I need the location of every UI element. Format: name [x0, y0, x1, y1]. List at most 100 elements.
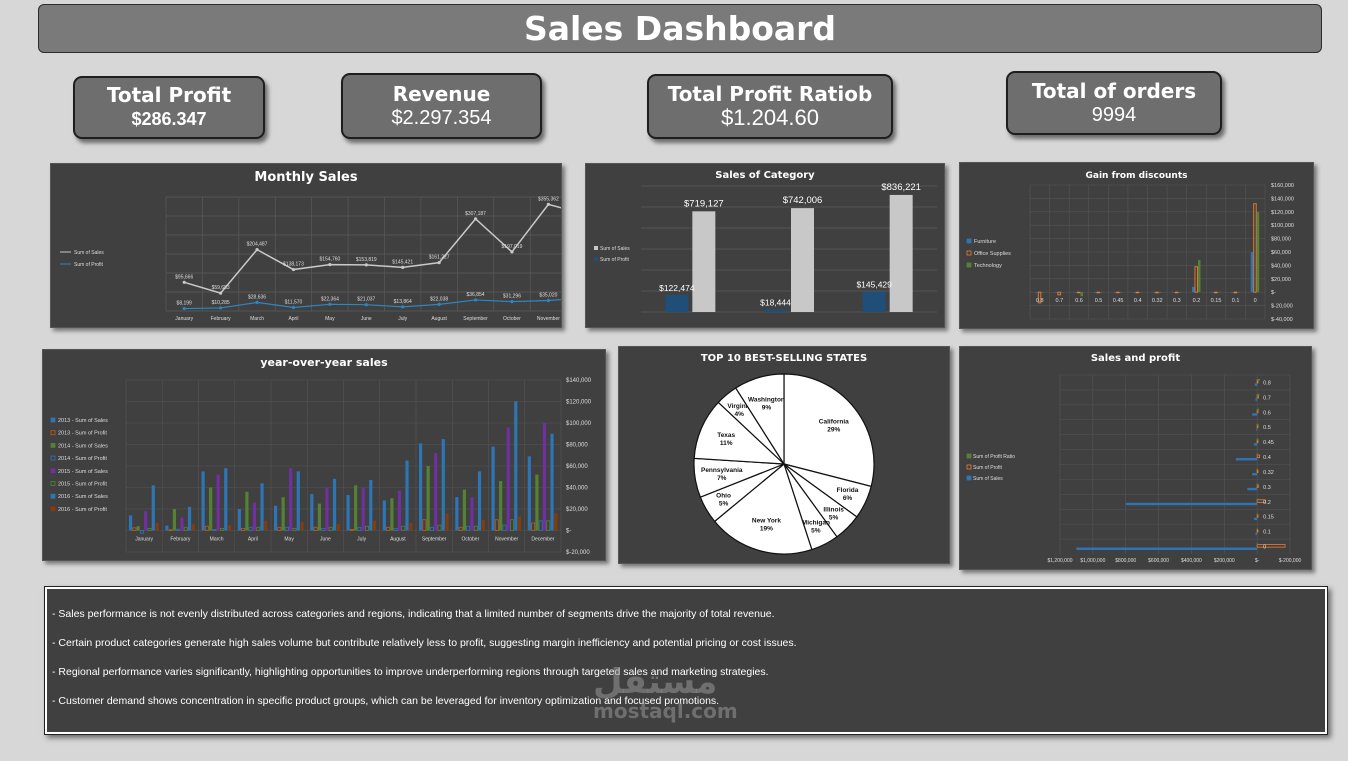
bar: [346, 495, 350, 531]
bar: [1235, 458, 1258, 461]
legend-label: Sum of Sales: [600, 246, 630, 252]
data-point: [546, 202, 550, 206]
bar: [332, 478, 337, 531]
data-label: $22,364: [321, 296, 339, 302]
bar: [1155, 291, 1159, 294]
bar: [187, 506, 192, 531]
y-tick-label: $100,000: [566, 421, 592, 427]
bar: [550, 433, 554, 531]
bar: [300, 521, 304, 531]
chart-title: Sales of Category: [715, 170, 815, 181]
data-label: $11,570: [285, 300, 303, 306]
bar: [172, 509, 176, 531]
bar: [1256, 394, 1259, 399]
y-tick-label: $40,000: [566, 486, 588, 492]
bar: [317, 503, 321, 531]
data-point: [291, 267, 296, 272]
bar: [1253, 443, 1258, 446]
bar: [665, 294, 689, 312]
bar: [1060, 292, 1064, 293]
pie-slice: [713, 462, 813, 555]
data-label: $21,037: [357, 297, 375, 303]
bar: [546, 520, 551, 531]
slice-value: 7%: [717, 475, 727, 482]
chart-title: year-over-year sales: [260, 356, 388, 369]
x-tick-label: June: [320, 537, 331, 543]
bar: [393, 527, 398, 531]
data-point: [473, 298, 478, 302]
data-point: [364, 303, 368, 307]
data-label: $13,864: [394, 299, 412, 305]
dashboard-title-bar: Sales Dashboard: [38, 4, 1322, 53]
y-tick-label: $20,000: [566, 507, 588, 513]
data-label: $35,020: [539, 292, 557, 298]
bar: [1191, 286, 1195, 293]
bar: [321, 527, 326, 531]
bar: [1174, 291, 1179, 294]
bar: [274, 505, 278, 531]
bar: [1057, 291, 1061, 296]
bar: [1252, 472, 1258, 476]
bar: [252, 502, 257, 531]
bar: [354, 485, 358, 531]
bar: [155, 522, 159, 531]
legend-swatch: [966, 464, 972, 470]
bar: [372, 520, 377, 531]
bar: [357, 526, 362, 531]
bar: [1214, 291, 1218, 294]
legend-swatch: [50, 417, 56, 423]
bar: [1256, 469, 1259, 473]
bar: [1256, 483, 1258, 486]
bar: [1037, 291, 1042, 304]
x-tick-label: 0.5: [1095, 298, 1103, 304]
legend-swatch: [594, 257, 598, 261]
bar: [1256, 439, 1259, 444]
bar: [147, 527, 152, 531]
slice-value: 19%: [760, 525, 773, 532]
x-tick-label: $800,000: [1115, 558, 1136, 564]
series-line: [184, 299, 561, 310]
bar: [429, 526, 434, 531]
data-label: $22,038: [430, 296, 448, 302]
x-tick-label: 0.45: [1113, 298, 1124, 304]
bar: [1256, 438, 1259, 441]
legend-swatch: [50, 493, 56, 499]
bar: [506, 427, 510, 531]
bar: [201, 471, 205, 531]
y-tick-label: $-40,000: [1271, 317, 1293, 323]
bar: [129, 515, 133, 531]
legend-swatch: [50, 468, 56, 474]
slice-value: 5%: [829, 515, 839, 522]
bar: [1076, 547, 1258, 550]
y-tick-label: $60,000: [566, 464, 588, 470]
bar: [1119, 292, 1123, 293]
bar: [473, 525, 478, 531]
data-label: $95,666: [175, 274, 193, 280]
data-label: $154,760: [319, 257, 340, 263]
bar: [426, 466, 430, 531]
bar: [292, 527, 297, 531]
bar: [256, 526, 261, 531]
x-tick-label: June: [361, 316, 372, 322]
legend-swatch: [966, 250, 972, 256]
legend-label: 2015 - Sum of Sales: [58, 469, 108, 475]
slice-value: 6%: [843, 495, 853, 502]
bar: [325, 487, 329, 531]
bar: [1254, 383, 1258, 386]
y-tick-label: $140,000: [566, 378, 592, 384]
x-tick-label: May: [325, 316, 335, 322]
bar: [1256, 514, 1259, 518]
y-tick-label: 0.7: [1263, 395, 1271, 401]
bar: [132, 527, 137, 531]
bar: [445, 513, 449, 531]
chart-title: Sales and profit: [1090, 353, 1181, 364]
page-title: Sales Dashboard: [523, 9, 837, 48]
data-label: $8,199: [177, 301, 193, 307]
data-label: $10,285: [212, 300, 230, 306]
x-tick-label: April: [288, 316, 298, 322]
bar: [764, 309, 787, 312]
x-tick-label: August: [390, 537, 406, 543]
bar: [1252, 413, 1258, 416]
bar: [791, 208, 814, 312]
bar: [1237, 292, 1240, 293]
